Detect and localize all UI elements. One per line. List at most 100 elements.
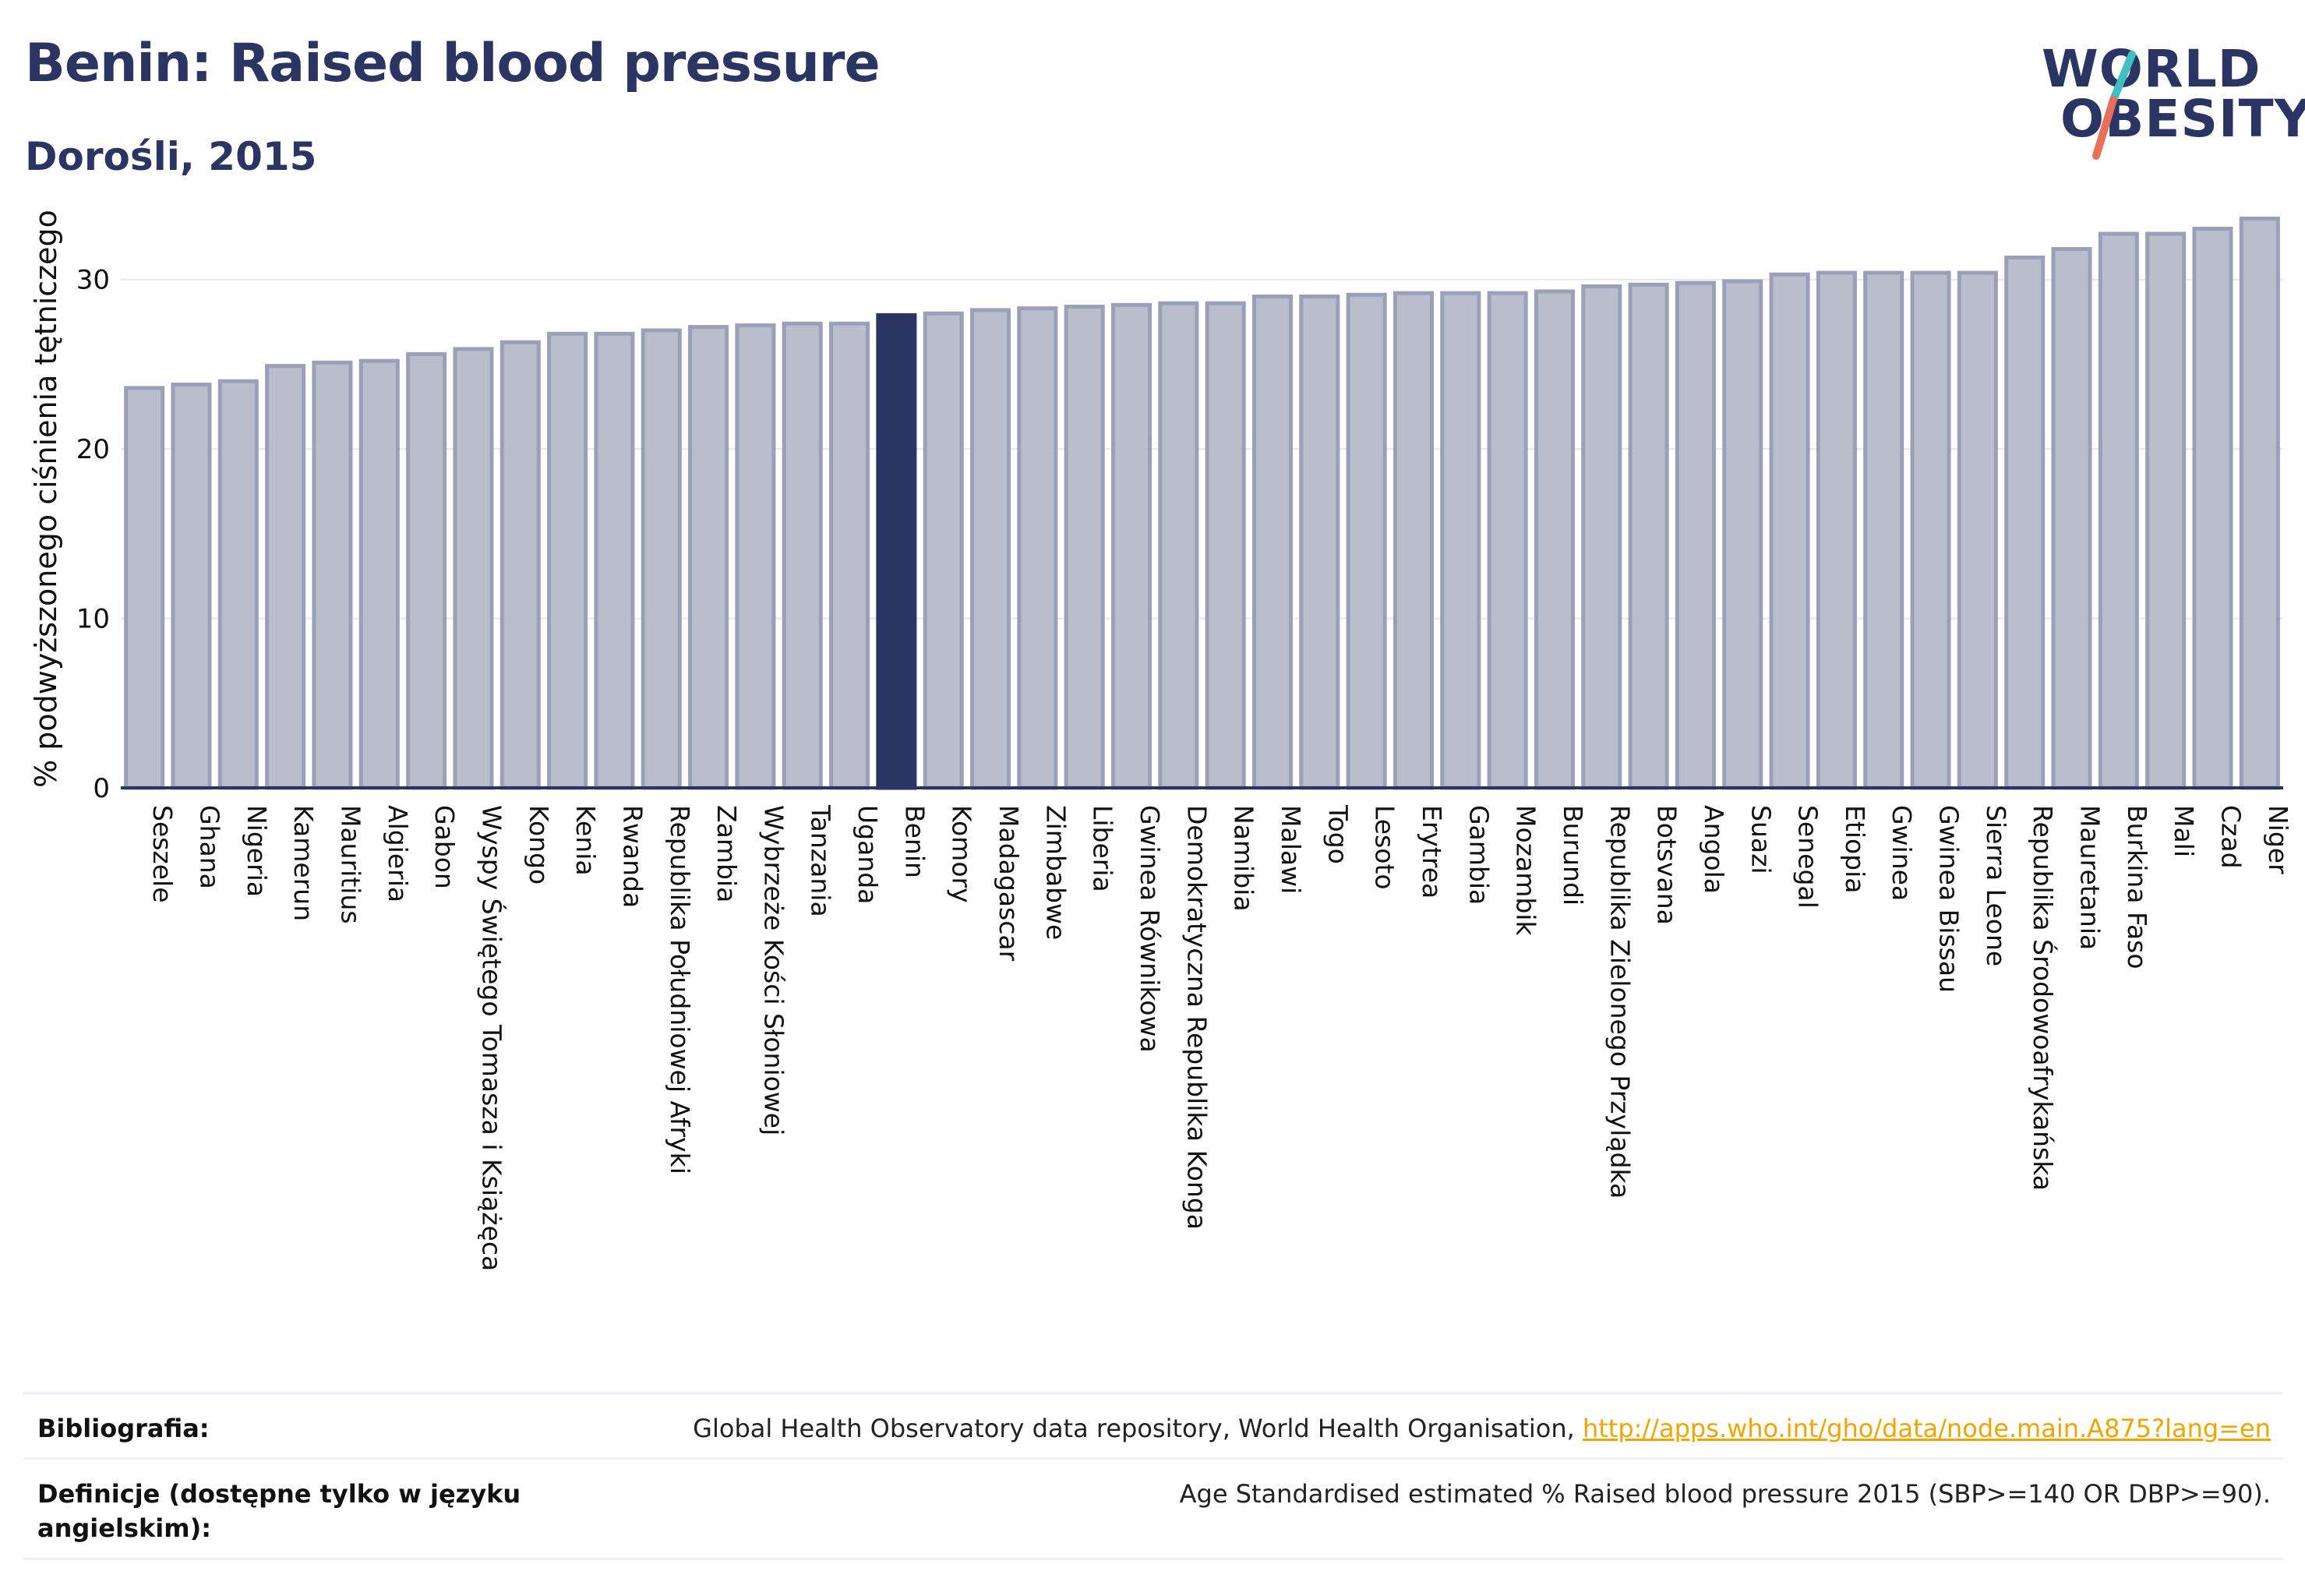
x-tick-label: Gambia [1463, 805, 1494, 905]
bar [1628, 282, 1669, 790]
x-tick-label: Uganda [852, 805, 883, 904]
bar [406, 351, 447, 790]
bar [1017, 306, 1058, 790]
bar [124, 386, 165, 790]
bibliography-text: Global Health Observatory data repositor… [693, 1414, 1583, 1443]
bar [1957, 270, 1998, 790]
x-tick-label: Czad [2216, 805, 2247, 869]
x-tick-label: Mauritius [335, 805, 365, 924]
bar [1440, 291, 1481, 790]
x-tick-label: Komory [947, 805, 977, 903]
x-tick-label: Zambia [711, 805, 742, 902]
x-tick-label: Republika Środowoafrykańska [2028, 805, 2059, 1191]
bar [923, 311, 964, 790]
bar [594, 331, 635, 790]
x-tick-label: Algieria [383, 805, 413, 902]
bar [1299, 294, 1340, 790]
x-tick-label: Angola [1699, 805, 1729, 894]
bar [1205, 301, 1246, 790]
x-tick-label: Botsvana [1652, 805, 1682, 925]
bars [124, 216, 2280, 790]
x-tick-label: Tanzania [806, 804, 836, 917]
x-tick-label: Gabon [429, 805, 460, 889]
y-tick-label: 10 [76, 604, 110, 635]
bar [1769, 272, 1810, 790]
bar [1110, 302, 1152, 790]
y-tick-label: 0 [93, 773, 110, 804]
x-tick-label: Nigeria [242, 805, 272, 897]
y-axis-label: % podwyższonego ciśnienia tętniczego [29, 210, 63, 788]
x-tick-label: Madagascar [994, 805, 1024, 962]
bar [1346, 292, 1387, 790]
x-tick-label: Mozambik [1511, 805, 1541, 936]
x-tick-label: Lesoto [1370, 805, 1400, 890]
bar [735, 323, 776, 790]
bar [1863, 270, 1904, 790]
x-tick-label: Erytrea [1417, 805, 1447, 899]
bar-highlighted [876, 312, 917, 790]
bar [453, 347, 494, 790]
x-tick-label: Republika Południowej Afryki [665, 805, 695, 1174]
x-tick-label: Rwanda [617, 805, 648, 908]
world-obesity-logo: WORLD OBESITY [2026, 23, 2305, 164]
x-tick-label: Zimbabwe [1040, 805, 1071, 940]
x-tick-label: Republika Zielonego Przylądka [1604, 805, 1635, 1199]
x-tick-label: Benin [899, 805, 930, 878]
definition-value: Age Standardised estimated % Raised bloo… [1179, 1479, 2271, 1509]
x-tick-label: Ghana [194, 805, 224, 889]
bar [2004, 255, 2046, 790]
x-tick-label: Seszele [147, 805, 178, 903]
bibliography-value: Global Health Observatory data repositor… [693, 1411, 2271, 1446]
bar [1158, 301, 1199, 790]
bar [1910, 270, 1951, 790]
logo-slash-icon [2092, 51, 2136, 160]
bar [2098, 231, 2139, 790]
x-tick-label: Liberia [1088, 805, 1118, 892]
x-tick-labels: Seszele Ghana Nigeria Kamerun Mauritius Algie… [147, 804, 2293, 1271]
x-tick-label: Niger [2263, 805, 2293, 874]
bar-chart: Seszele Ghana Nigeria Kamerun Mauritius Algie… [29, 210, 2293, 1271]
x-tick-label: Burkina Faso [2122, 805, 2152, 969]
bar [1487, 291, 1528, 790]
x-tick-label: Etiopia [1840, 805, 1870, 894]
bar [2051, 247, 2092, 790]
bar [1675, 281, 1716, 790]
x-tick-label: Sierra Leone [1981, 805, 2011, 966]
x-tick-label: Malawi [1276, 805, 1306, 894]
x-tick-label: Mauretania [2075, 805, 2106, 950]
definition-label: Definicje (dostępne tylko w języku angie… [37, 1479, 521, 1543]
bar [970, 308, 1011, 790]
footer-definition-row: Definicje (dostępne tylko w języku angie… [23, 1457, 2283, 1560]
y-tick-label: 20 [76, 434, 110, 465]
bar [2192, 226, 2233, 790]
x-tick-label: Togo [1322, 804, 1353, 864]
bar [1393, 291, 1434, 790]
bar [1816, 270, 1857, 790]
x-tick-label: Gwinea Bissau [1934, 805, 1964, 993]
bar [1251, 294, 1294, 790]
bar [829, 321, 870, 790]
bar [312, 360, 353, 790]
bar [1581, 284, 1622, 790]
bar [547, 331, 588, 790]
bar [358, 358, 400, 790]
x-tick-label: Kenia [570, 805, 601, 876]
x-tick-label: Burundi [1558, 805, 1588, 906]
x-tick-label: Kongo [524, 805, 554, 885]
bar [688, 325, 729, 790]
bar [2239, 216, 2280, 790]
bar [499, 340, 541, 790]
x-tick-label: Suazi [1746, 805, 1776, 874]
bar [641, 328, 682, 790]
x-tick-label: Mali [2169, 805, 2199, 857]
x-tick-label: Wybrzeże Kości Słoniowej [758, 805, 789, 1135]
x-tick-label: Kamerun [288, 805, 319, 921]
x-tick-label: Gwinea [1887, 805, 1917, 901]
footer-bibliography-row: Bibliografia: Global Health Observatory … [23, 1392, 2283, 1457]
bar [265, 364, 306, 790]
y-tick-label: 30 [76, 265, 110, 296]
x-tick-label: Demokratyczna Republika Konga [1181, 805, 1212, 1230]
bar [1064, 305, 1105, 790]
bibliography-link[interactable]: http://apps.who.int/gho/data/node.main.A… [1582, 1414, 2271, 1443]
bar [2145, 231, 2187, 790]
